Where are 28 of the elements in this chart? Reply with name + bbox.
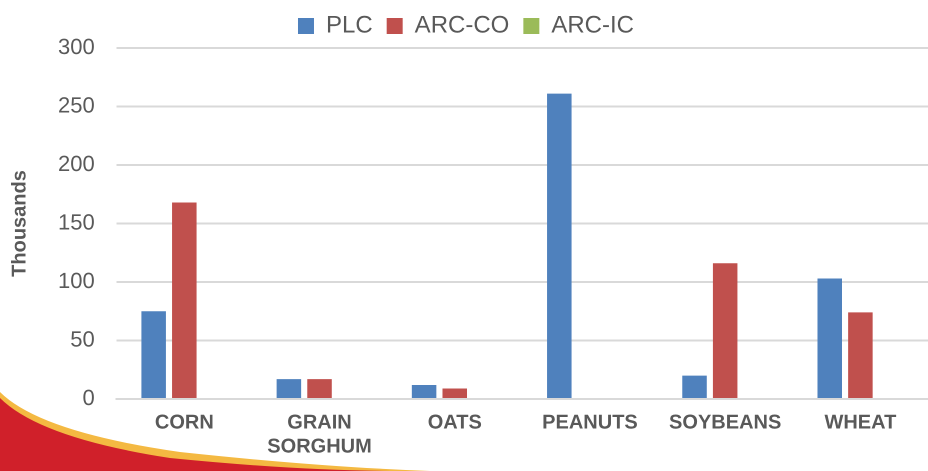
y-tick-label: 100 (58, 268, 95, 294)
bar (172, 202, 197, 398)
y-tick-label: 150 (58, 210, 95, 235)
x-tick-label: WHEAT (824, 412, 896, 434)
bar (547, 94, 572, 398)
y-tick-label: 0 (82, 385, 95, 410)
y-tick-label: 50 (70, 326, 95, 352)
bar (442, 388, 468, 398)
bar (141, 311, 166, 398)
legend-label: ARC-IC (551, 12, 634, 39)
bar (276, 379, 302, 398)
bar (712, 263, 738, 398)
legend-label: PLC (326, 12, 373, 39)
y-axis-title: Thousands (8, 170, 31, 277)
bar (412, 384, 436, 398)
x-tick-label: GRAIN SORGHUM (267, 412, 372, 458)
bar (848, 312, 873, 398)
x-tick-label: OATS (428, 412, 482, 434)
x-tick-label: PEANUTS (542, 412, 638, 434)
x-tick-label: SOYBEANS (669, 412, 782, 434)
bar (307, 379, 332, 398)
legend-label: ARC-CO (414, 12, 510, 39)
bar (682, 376, 707, 398)
y-tick-label: 250 (58, 92, 95, 118)
x-tick-label: CORN (154, 412, 214, 434)
y-tick-label: 300 (58, 34, 95, 60)
y-tick-label: 200 (58, 151, 95, 176)
bar (817, 278, 842, 398)
